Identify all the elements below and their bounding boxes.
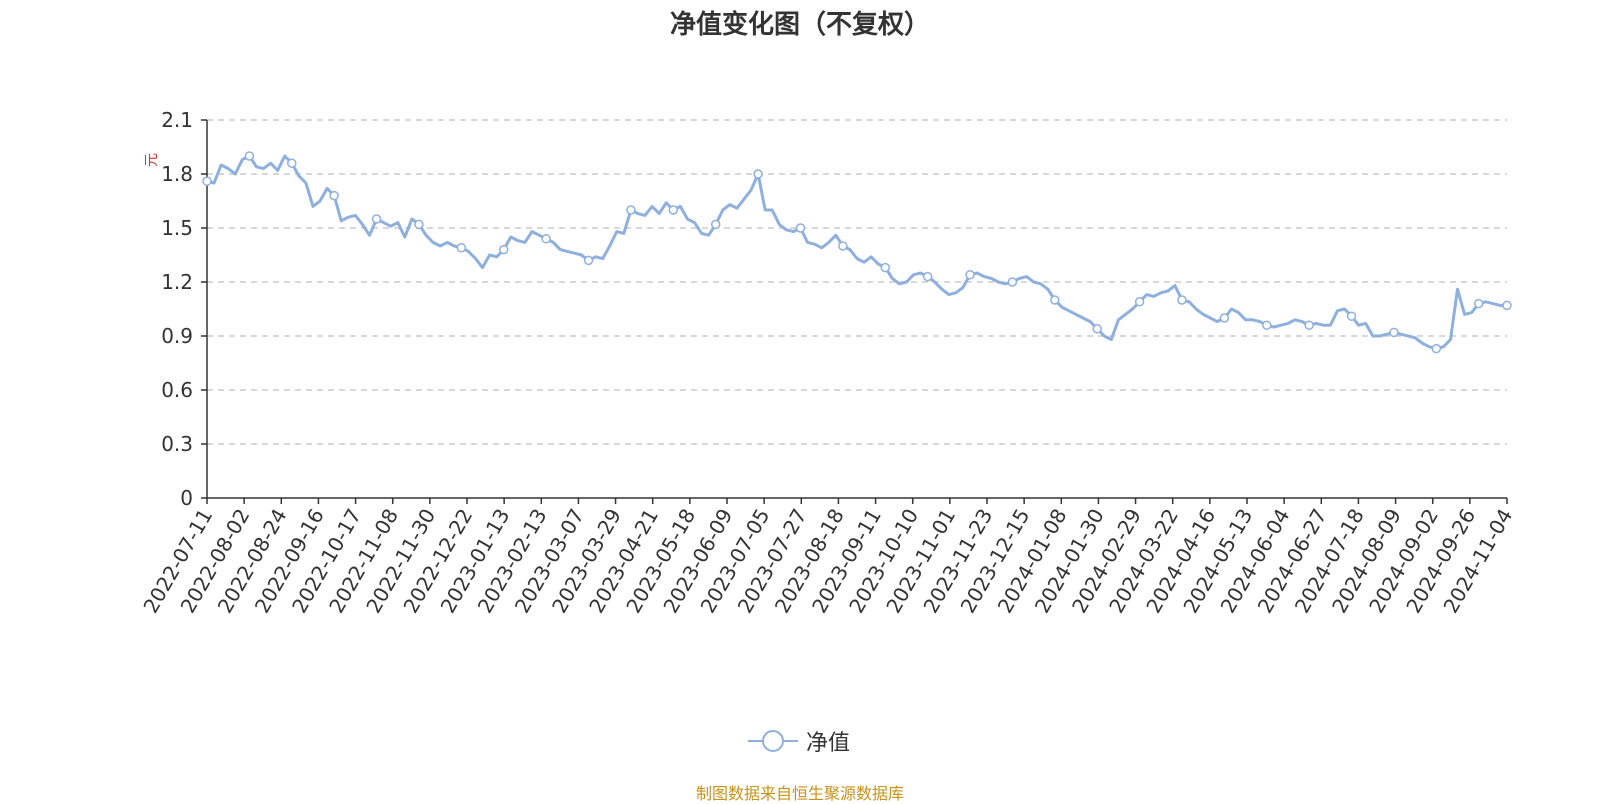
series-line	[206, 154, 1507, 351]
data-point[interactable]	[1431, 343, 1442, 354]
data-point[interactable]	[202, 176, 212, 186]
y-tick-label: 1.8	[161, 162, 193, 186]
data-point[interactable]	[838, 241, 848, 251]
y-tick-label: 0.6	[161, 378, 193, 402]
data-point[interactable]	[1050, 295, 1060, 305]
grid-lines	[207, 119, 1507, 445]
data-point[interactable]	[414, 219, 424, 230]
data-point[interactable]	[329, 190, 339, 201]
y-tick-label: 2.1	[161, 108, 193, 132]
data-point[interactable]	[1389, 327, 1399, 338]
data-point[interactable]	[965, 270, 975, 280]
y-tick-label: 0	[180, 486, 193, 510]
legend-label: 净值	[806, 731, 851, 756]
data-point[interactable]	[541, 234, 551, 244]
y-axis-label: 元	[144, 153, 160, 167]
data-point[interactable]	[922, 271, 933, 282]
chart-title: 净值变化图（不复权）	[669, 10, 930, 40]
data-point[interactable]	[1219, 313, 1230, 323]
data-point[interactable]	[710, 219, 721, 230]
series-layer	[202, 151, 1512, 354]
axes	[201, 119, 1508, 504]
data-point[interactable]	[1177, 295, 1187, 305]
source-note: 制图数据来自恒生聚源数据库	[695, 784, 904, 803]
data-point[interactable]	[371, 214, 382, 224]
data-point[interactable]	[626, 205, 636, 215]
x-tick-labels: 2022-07-112022-08-022022-08-242022-09-16…	[138, 505, 1517, 618]
data-point[interactable]	[795, 223, 806, 233]
y-tick-labels: 0 0.3 0.6 0.9 1.2 1.5 1.8 2.1	[161, 108, 193, 510]
data-point[interactable]	[1502, 300, 1512, 311]
data-point[interactable]	[498, 244, 509, 255]
data-point[interactable]	[880, 262, 891, 273]
data-point[interactable]	[668, 205, 679, 215]
legend-line-marker	[748, 730, 798, 752]
data-point[interactable]	[287, 158, 297, 168]
data-point[interactable]	[1346, 311, 1357, 321]
y-tick-label: 1.2	[161, 270, 193, 294]
y-tick-label: 0.3	[161, 432, 193, 456]
data-point[interactable]	[1092, 324, 1102, 334]
data-point[interactable]	[1304, 320, 1314, 330]
data-point[interactable]	[1007, 277, 1018, 287]
y-tick-label: 1.5	[161, 216, 193, 240]
data-point[interactable]	[456, 243, 467, 253]
data-point[interactable]	[753, 169, 763, 179]
y-tick-label: 0.9	[161, 324, 193, 348]
legend[interactable]: 净值	[748, 725, 850, 757]
data-point[interactable]	[583, 255, 594, 266]
data-point[interactable]	[1262, 320, 1272, 330]
data-point[interactable]	[1134, 297, 1145, 307]
data-point[interactable]	[244, 151, 255, 161]
data-point[interactable]	[1473, 298, 1484, 309]
